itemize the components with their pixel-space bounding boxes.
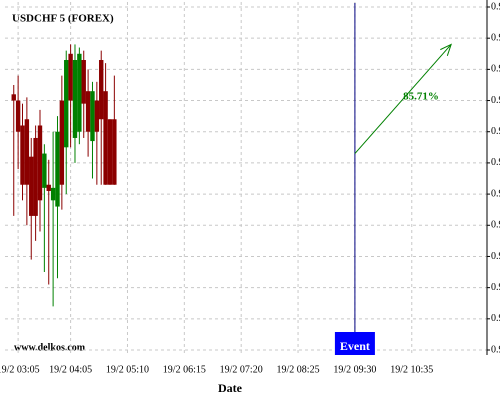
arrow-line	[354, 44, 452, 154]
x-tick-label: 19/2 05:10	[106, 364, 149, 375]
candle-body	[99, 60, 104, 120]
x-tick-label: 19/2 03:05	[0, 364, 40, 375]
candle-body	[77, 53, 82, 132]
arrow-head	[440, 43, 452, 56]
candle-body	[11, 94, 16, 101]
y-tick-label: 0.9829	[491, 220, 500, 231]
y-tick-label: 0.9832	[491, 126, 500, 137]
event-box	[334, 332, 375, 355]
x-tick-label: 19/2 04:05	[49, 364, 92, 375]
candle-body	[29, 156, 34, 216]
candle-body	[85, 91, 91, 132]
candle-body	[90, 91, 95, 142]
x-axis-title: Date	[218, 381, 243, 395]
y-tick-label: 0.9833	[491, 95, 500, 106]
candle-body	[33, 137, 38, 216]
y-tick-label: 0.9825	[491, 344, 500, 355]
event-label: Event	[340, 339, 370, 353]
y-tick-label: 0.9835	[491, 32, 500, 43]
y-tick-label: 0.9827	[491, 282, 500, 293]
candle-body	[42, 153, 47, 188]
candle-body	[68, 53, 73, 101]
x-tick-label: 19/2 08:25	[277, 364, 320, 375]
watermark: www.delkos.com	[14, 342, 86, 353]
arrow-label: 85.71%	[403, 91, 439, 103]
y-tick-label: 0.9826	[491, 313, 500, 324]
candle-body	[72, 60, 78, 138]
y-tick-label: 0.9831	[491, 157, 500, 168]
candle-body	[55, 131, 60, 207]
candle-body	[94, 100, 100, 132]
x-tick-label: 19/2 06:15	[163, 364, 206, 375]
candle-body	[15, 100, 21, 132]
y-tick-label: 0.9830	[491, 188, 500, 199]
x-tick-label: 19/2 07:20	[220, 364, 263, 375]
candle-body	[59, 100, 65, 185]
chart-title: USDCHF 5 (FOREX)	[12, 13, 114, 25]
x-tick-label: 19/2 10:35	[390, 364, 433, 375]
candle-body	[50, 187, 56, 201]
candle-body	[64, 60, 69, 148]
y-tick-label: 0.9828	[491, 251, 500, 262]
candle-body	[81, 60, 86, 104]
x-tick-label: 19/2 09:30	[333, 364, 376, 375]
candle-body	[112, 119, 117, 185]
candle-body	[107, 119, 113, 185]
candle-body	[24, 119, 30, 185]
candle-body	[37, 125, 43, 201]
candle-body	[103, 91, 108, 185]
y-tick-label: 0.9834	[491, 64, 500, 75]
candle-body	[46, 184, 51, 191]
y-tick-label: 0.9836	[491, 1, 500, 12]
candle-body	[20, 125, 25, 185]
